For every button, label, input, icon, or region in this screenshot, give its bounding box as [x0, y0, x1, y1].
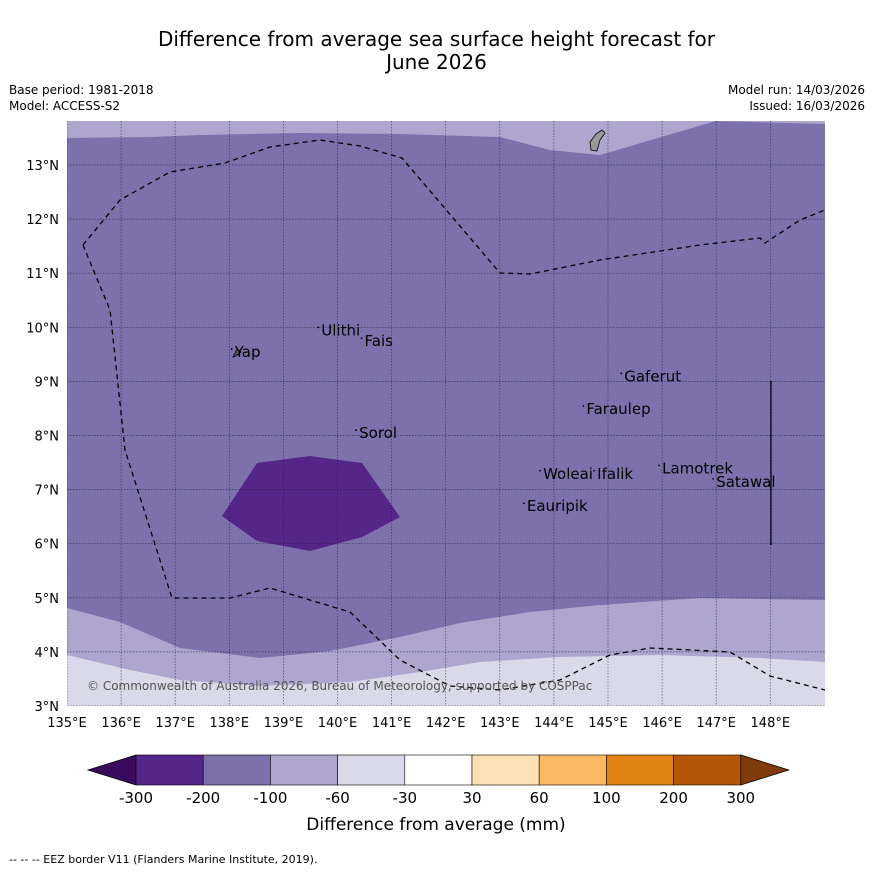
place-marker — [360, 337, 363, 340]
model-run: Model run: 14/03/2026 — [727, 83, 865, 97]
place-marker — [230, 348, 233, 350]
lon-tick-label: 141°E — [372, 716, 412, 731]
lon-tick-label: 136°E — [101, 716, 141, 731]
gridlines — [67, 121, 825, 706]
lat-tick-label: 11°N — [26, 267, 59, 282]
place-marker — [593, 469, 596, 472]
title-line-1: Difference from average sea surface heig… — [157, 27, 716, 51]
lon-tick-label: 139°E — [264, 716, 304, 731]
place-labels: Yap Ulithi Fais Sorol Gaferut Faraulep Woleai I… — [230, 321, 776, 515]
guam-island — [589, 129, 606, 152]
map-panel: Yap Ulithi Fais Sorol Gaferut Faraulep Woleai I… — [67, 121, 825, 706]
colorbar-bin — [471, 754, 540, 786]
place-label-fais: Fais — [365, 332, 394, 350]
place-marker — [355, 429, 358, 432]
place-label-sorol: Sorol — [359, 424, 397, 442]
colorbar-bin — [538, 754, 607, 786]
band-top-minus-60 — [67, 121, 825, 155]
place-marker — [522, 502, 525, 505]
colorbar-tick-label: 300 — [726, 789, 755, 807]
place-marker — [582, 404, 585, 407]
colorbar-bin — [202, 754, 271, 786]
colorbar-label: Difference from average (mm) — [306, 815, 565, 835]
colorbar-tick-label: 30 — [462, 789, 481, 807]
place-marker — [712, 477, 715, 480]
colorbar-tick-label: -200 — [186, 789, 220, 807]
place-label-satawal: Satawal — [716, 473, 775, 491]
colorbar-tick-label: 200 — [659, 789, 688, 807]
colorbar-tick-label: 60 — [530, 789, 549, 807]
lon-tick-label: 143°E — [480, 716, 520, 731]
colorbar-tick-label: -300 — [119, 789, 153, 807]
place-label-eauripik: Eauripik — [527, 497, 588, 515]
colorbar-extend-low — [86, 754, 137, 786]
latitude-tick-labels: 3°N 4°N 5°N 6°N 7°N 8°N 9°N 10°N 11°N 12°N 13°N — [26, 159, 59, 715]
colorbar-tick-label: 100 — [592, 789, 621, 807]
colorbar-tick-label: -30 — [393, 789, 418, 807]
longitude-tick-labels: 135°E 136°E 137°E 138°E 139°E 140°E 141°E 142°E… — [47, 716, 790, 731]
lon-tick-label: 147°E — [696, 716, 736, 731]
colorbar-bin — [270, 754, 338, 786]
colorbar-bin — [404, 754, 473, 786]
lon-tick-label: 135°E — [47, 716, 87, 731]
lat-tick-label: 5°N — [35, 592, 60, 607]
lon-tick-label: 144°E — [534, 716, 574, 731]
title-line-2: June 2026 — [386, 50, 487, 74]
map-title: Difference from average sea surface heig… — [0, 28, 873, 74]
band-minus-200 — [222, 456, 400, 551]
meta-right: Model run: 14/03/2026 Issued: 16/03/2026 — [728, 82, 865, 114]
model-name: Model: ACCESS-S2 — [9, 99, 121, 113]
colorbar-bin — [337, 754, 406, 786]
lat-tick-label: 12°N — [26, 213, 59, 228]
meta-left: Base period: 1981-2018 Model: ACCESS-S2 — [9, 82, 154, 114]
lat-tick-label: 3°N — [35, 700, 60, 715]
place-label-gaferut: Gaferut — [624, 367, 681, 385]
lat-tick-label: 6°N — [35, 538, 60, 553]
lon-tick-label: 138°E — [210, 716, 250, 731]
footer-note: -- -- -- EEZ border V11 (Flanders Marine… — [9, 853, 318, 866]
copyright-text: © Commonwealth of Australia 2026, Bureau… — [87, 679, 592, 693]
yap-island — [232, 348, 242, 358]
place-marker — [317, 326, 320, 329]
lon-tick-label: 148°E — [751, 716, 791, 731]
issued-date: Issued: 16/03/2026 — [749, 99, 865, 113]
lat-tick-label: 4°N — [35, 646, 60, 661]
place-label-yap: Yap — [234, 343, 261, 361]
place-marker — [620, 372, 623, 375]
colorbar-bin — [673, 754, 742, 786]
lon-tick-label: 146°E — [642, 716, 682, 731]
place-marker — [539, 469, 541, 472]
lon-tick-label: 140°E — [318, 716, 358, 731]
lat-tick-label: 8°N — [35, 430, 60, 445]
colorbar-tick-label: -100 — [253, 789, 287, 807]
place-label-faraulep: Faraulep — [586, 400, 650, 418]
lon-tick-label: 137°E — [155, 716, 195, 731]
place-label-woleai: Woleai — [543, 465, 593, 483]
colorbar-bin — [606, 754, 674, 786]
base-period: Base period: 1981-2018 — [9, 83, 154, 97]
lat-tick-label: 7°N — [35, 484, 60, 499]
lon-tick-label: 145°E — [588, 716, 628, 731]
colorbar: -300 -200 -100 -60 -30 30 60 100 200 300 — [86, 754, 791, 807]
colorbar-bin — [135, 754, 204, 786]
lon-tick-label: 142°E — [426, 716, 466, 731]
colorbar-tick-label: -60 — [325, 789, 350, 807]
lat-tick-label: 9°N — [35, 375, 60, 390]
place-label-ulithi: Ulithi — [321, 321, 360, 339]
place-label-lamotrek: Lamotrek — [662, 459, 733, 477]
place-label-ifalik: Ifalik — [597, 465, 633, 483]
place-marker — [658, 464, 660, 467]
colorbar-extend-high — [740, 754, 791, 786]
lat-tick-label: 10°N — [26, 321, 59, 336]
lat-tick-label: 13°N — [26, 159, 59, 174]
